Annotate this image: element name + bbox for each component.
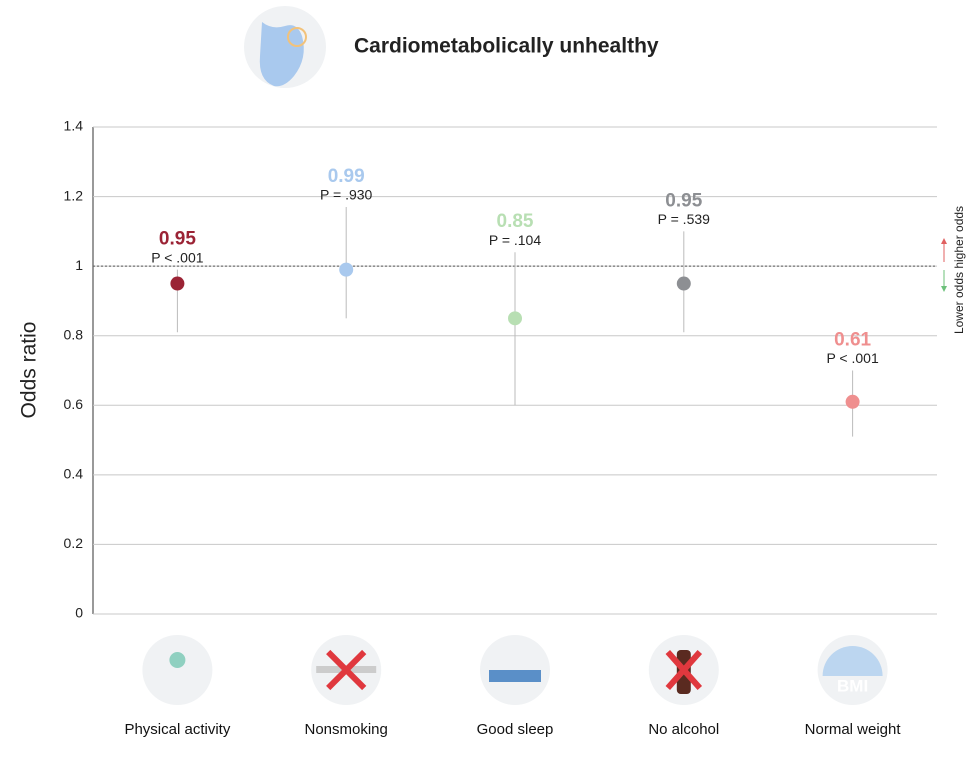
x-tick-label: No alcohol [648,721,720,738]
down-arrow-head [941,286,947,292]
point [170,276,185,291]
p-label: P = .104 [489,232,542,248]
point [845,394,860,409]
point [676,276,691,291]
y-tick-label: 1 [75,257,83,273]
gauge-icon [822,646,883,676]
runner-icon [169,652,186,668]
chart-title: Cardiometabolically unhealthy [354,35,659,58]
heart-icon-ring [287,27,307,47]
p-label: P < .001 [826,350,879,366]
y-axis-label: Odds ratio [18,322,41,419]
y-tick-label: 1.4 [64,118,84,134]
x-tick-label: Physical activity [124,721,231,738]
y-tick-label: 0.6 [64,396,84,412]
value-label: 0.61 [834,330,871,351]
value-label: 0.99 [328,166,365,187]
p-label: P = .539 [658,211,711,227]
up-arrow-head [941,238,947,244]
y-tick-label: 1.2 [64,187,84,203]
x-tick-label: Good sleep [476,721,554,738]
bmi-icon-text: BMI [837,676,868,695]
x-tick-label: Normal weight [804,721,901,738]
y-tick-label: 0 [75,605,83,621]
direction-label-part: Lower odds [952,272,966,334]
heart-icon [259,22,304,87]
y-tick-label: 0.4 [64,466,84,482]
p-label: P < .001 [151,249,204,265]
cross-icon [326,649,367,691]
direction-label-part: higher odds [952,206,966,272]
y-tick-label: 0.2 [64,535,84,551]
y-tick-label: 0.8 [64,326,84,342]
cross-icon [665,650,703,690]
x-tick-label: Nonsmoking [304,721,388,738]
category-icon-bg [142,635,213,705]
value-label: 0.95 [665,190,702,211]
value-label: 0.85 [497,211,534,232]
point [508,311,522,326]
point [339,262,354,277]
p-label: P = .930 [320,187,373,203]
bed-icon [489,670,541,682]
value-label: 0.95 [159,229,196,250]
direction-label: Lower odds higher odds [952,206,966,334]
